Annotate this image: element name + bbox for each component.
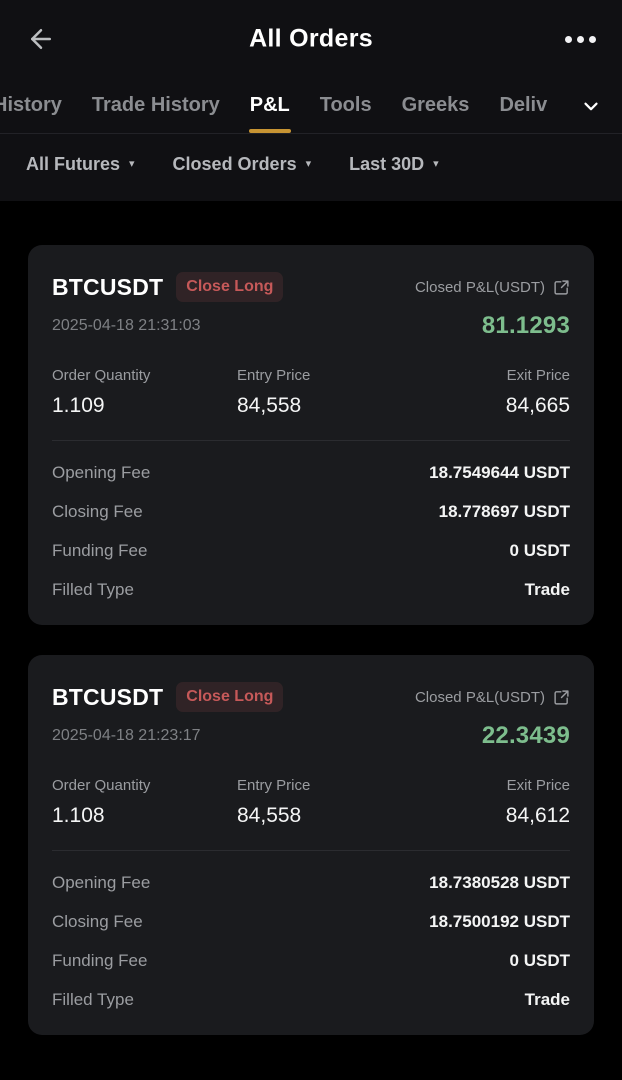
fee-label: Funding Fee	[52, 950, 148, 970]
side-badge: Close Long	[176, 272, 284, 302]
fee-label: Filled Type	[52, 989, 134, 1009]
filter-date-range-label: Last 30D	[349, 154, 425, 174]
divider	[52, 850, 570, 851]
fee-value: 0 USDT	[509, 950, 570, 970]
filter-contract-type[interactable]: All Futures ▾	[26, 154, 135, 175]
stat-label: Exit Price	[506, 367, 570, 384]
closed-pnl-link[interactable]: Closed P&L(USDT)	[415, 689, 570, 706]
more-button[interactable]	[565, 35, 596, 43]
arrow-left-icon	[26, 24, 56, 54]
tab-trade-history[interactable]: Trade History	[92, 78, 220, 133]
back-button[interactable]	[26, 24, 56, 54]
stat-value: 84,665	[505, 394, 570, 417]
closed-pnl-link[interactable]: Closed P&L(USDT)	[415, 279, 570, 296]
stat-label: Exit Price	[506, 777, 570, 794]
stat-value: 1.109	[52, 394, 105, 417]
ellipsis-icon	[565, 35, 596, 43]
fee-row: Filled Type Trade	[52, 980, 570, 1019]
closed-pnl-label: Closed P&L(USDT)	[414, 688, 545, 706]
fee-row: Funding Fee 0 USDT	[52, 531, 570, 570]
fee-label: Opening Fee	[52, 872, 151, 892]
external-link-icon	[553, 689, 570, 706]
order-card: BTCUSDT Close Long Closed P&L(USDT) 2025…	[28, 245, 594, 625]
top-section: All Orders History Trade History P&L Too…	[0, 0, 622, 201]
order-stats: Order Quantity 1.109 Entry Price 84,558 …	[52, 367, 570, 418]
chevron-down-icon	[580, 95, 602, 117]
symbol: BTCUSDT	[52, 683, 164, 710]
external-link-icon	[553, 279, 570, 296]
filter-date-range[interactable]: Last 30D ▾	[349, 154, 439, 175]
fee-label: Opening Fee	[52, 462, 151, 482]
stat-label: Entry Price	[237, 777, 311, 794]
tab-delivery[interactable]: Deliv	[499, 78, 547, 133]
stat-label: Entry Price	[237, 367, 311, 384]
tab-tools[interactable]: Tools	[320, 78, 372, 133]
app-header: All Orders	[0, 0, 622, 78]
fee-label: Closing Fee	[52, 911, 143, 931]
side-badge: Close Long	[176, 682, 284, 712]
fee-label: Funding Fee	[52, 540, 148, 560]
order-datetime: 2025-04-18 21:23:17	[52, 727, 201, 744]
fee-label: Filled Type	[52, 579, 134, 599]
fee-value: 18.7500192 USDT	[429, 911, 570, 931]
fee-value: Trade	[524, 989, 570, 1009]
orders-list: BTCUSDT Close Long Closed P&L(USDT) 2025…	[0, 201, 622, 1035]
card-header: BTCUSDT Close Long Closed P&L(USDT)	[52, 681, 570, 713]
stat-value: 1.108	[52, 804, 105, 827]
closed-pnl-value: 22.3439	[481, 722, 570, 749]
order-card: BTCUSDT Close Long Closed P&L(USDT) 2025…	[28, 655, 594, 1035]
fee-value: 0 USDT	[509, 540, 570, 560]
fee-row: Opening Fee 18.7549644 USDT	[52, 453, 570, 492]
stat-value: 84,558	[237, 804, 302, 827]
order-datetime: 2025-04-18 21:31:03	[52, 317, 201, 334]
filter-contract-type-label: All Futures	[26, 154, 121, 174]
fee-value: 18.7549644 USDT	[429, 462, 570, 482]
fee-value: 18.778697 USDT	[438, 501, 570, 521]
caret-down-icon: ▾	[305, 158, 312, 170]
filter-bar: All Futures ▾ Closed Orders ▾ Last 30D ▾	[0, 134, 622, 201]
closed-pnl-label: Closed P&L(USDT)	[414, 278, 545, 296]
fee-list: Opening Fee 18.7549644 USDT Closing Fee …	[52, 453, 570, 609]
order-stats: Order Quantity 1.108 Entry Price 84,558 …	[52, 777, 570, 828]
fee-row: Closing Fee 18.778697 USDT	[52, 492, 570, 531]
tab-overflow-button[interactable]	[560, 78, 622, 133]
fee-value: Trade	[524, 579, 570, 599]
symbol: BTCUSDT	[52, 273, 164, 300]
caret-down-icon: ▾	[433, 158, 439, 170]
fee-row: Filled Type Trade	[52, 570, 570, 609]
fee-label: Closing Fee	[52, 501, 143, 521]
fee-list: Opening Fee 18.7380528 USDT Closing Fee …	[52, 863, 570, 1019]
fee-row: Closing Fee 18.7500192 USDT	[52, 902, 570, 941]
stat-value: 84,558	[237, 394, 302, 417]
fee-row: Funding Fee 0 USDT	[52, 941, 570, 980]
caret-down-icon: ▾	[129, 158, 135, 170]
closed-pnl-value: 81.1293	[481, 312, 570, 339]
card-header: BTCUSDT Close Long Closed P&L(USDT)	[52, 271, 570, 303]
filter-order-status[interactable]: Closed Orders ▾	[173, 154, 312, 175]
stat-label: Order Quantity	[52, 367, 151, 384]
page-title: All Orders	[249, 24, 373, 53]
fee-row: Opening Fee 18.7380528 USDT	[52, 863, 570, 902]
stat-label: Order Quantity	[52, 777, 151, 794]
divider	[52, 440, 570, 441]
stat-value: 84,612	[505, 804, 570, 827]
filter-order-status-label: Closed Orders	[172, 154, 297, 174]
fee-value: 18.7380528 USDT	[429, 872, 570, 892]
tab-history[interactable]: History	[0, 78, 62, 133]
tab-pnl[interactable]: P&L	[250, 78, 290, 133]
tab-greeks[interactable]: Greeks	[402, 78, 470, 133]
tab-bar: History Trade History P&L Tools Greeks D…	[0, 78, 622, 134]
